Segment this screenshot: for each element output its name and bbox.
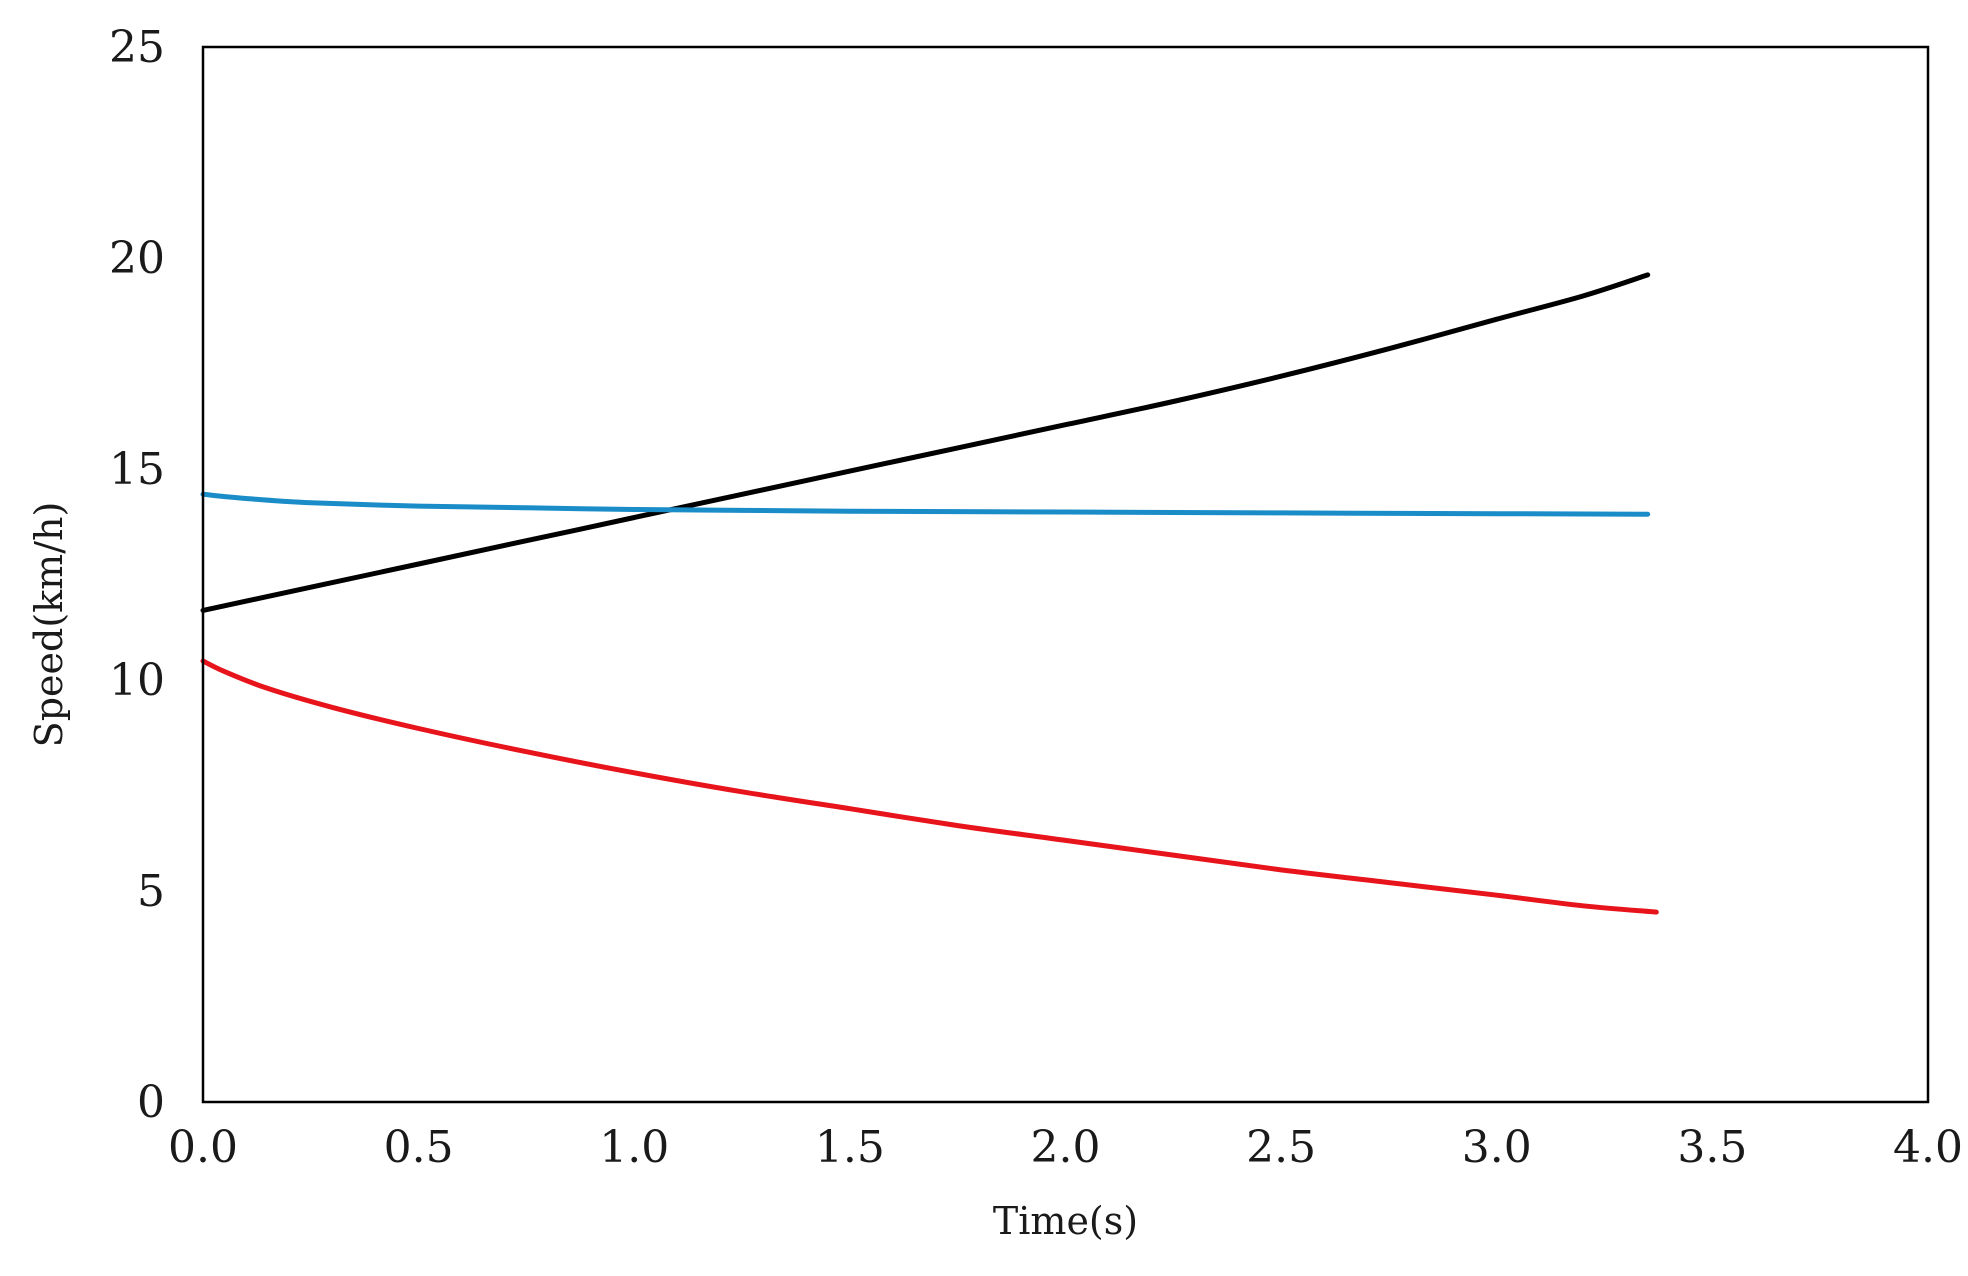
plot-area-frame — [201, 45, 1930, 1104]
y-axis-title: Speed(km/h) — [27, 502, 71, 748]
x-tick-label: 2.5 — [1246, 1122, 1316, 1173]
x-tick-label: 2.0 — [1031, 1122, 1101, 1173]
x-tick-label: 3.5 — [1677, 1122, 1747, 1173]
series-line-2 — [200, 491, 1651, 517]
y-axis-ticks: 0 5 10 15 20 25 — [109, 22, 165, 1128]
x-tick-label: 0.5 — [384, 1122, 454, 1173]
x-tick-label: 1.0 — [599, 1122, 669, 1173]
y-tick-label: 15 — [109, 444, 165, 495]
y-tick-label: 5 — [137, 866, 165, 917]
x-axis-ticks: 0.0 0.5 1.0 1.5 2.0 2.5 3.0 3.5 4.0 — [168, 1122, 1963, 1173]
y-tick-label: 25 — [109, 22, 165, 73]
series-line-1 — [200, 272, 1651, 613]
y-tick-label: 10 — [109, 655, 165, 706]
x-tick-label: 3.0 — [1462, 1122, 1532, 1173]
series-line-3 — [200, 658, 1659, 915]
x-tick-label: 1.5 — [815, 1122, 885, 1173]
y-tick-label: 20 — [109, 233, 165, 284]
series-layer — [200, 272, 1659, 915]
x-tick-label: 0.0 — [168, 1122, 238, 1173]
y-tick-label: 0 — [137, 1077, 165, 1128]
x-tick-label: 4.0 — [1893, 1122, 1963, 1173]
x-axis-title: Time(s) — [993, 1199, 1138, 1243]
